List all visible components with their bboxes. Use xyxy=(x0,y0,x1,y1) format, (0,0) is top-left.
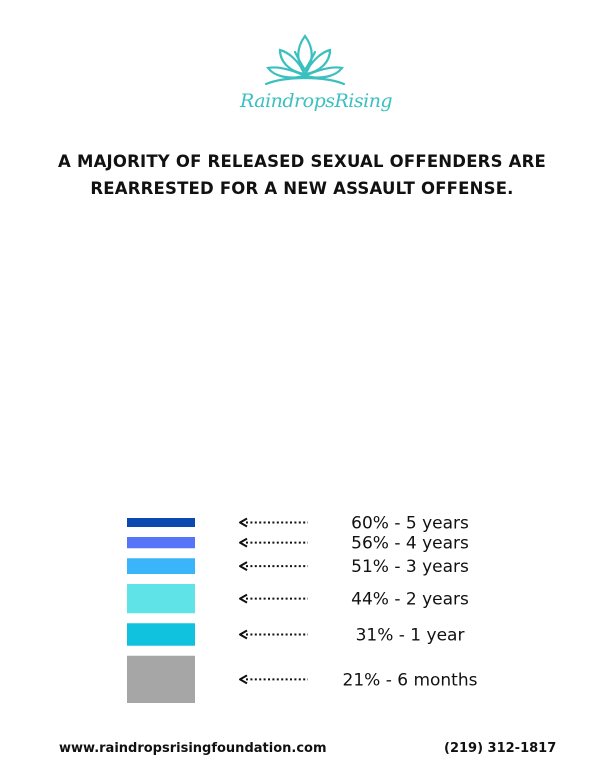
phone-number: (219) 312-1817 xyxy=(444,741,557,756)
headline: A MAJORITY OF RELEASED SEXUAL OFFENDERS … xyxy=(20,148,584,202)
raindrops-rising-logo: RaindropsRising xyxy=(240,30,393,130)
lotus-icon xyxy=(264,34,346,86)
arrow-left-icon xyxy=(239,517,248,528)
arrow-left-icon xyxy=(239,674,248,685)
arrow-left-icon xyxy=(239,561,248,571)
bar-label: 56% - 4 years xyxy=(351,534,469,554)
arrow-left-icon xyxy=(239,537,248,548)
bar-label: 31% - 1 year xyxy=(356,626,465,646)
bar-label: 60% - 5 years xyxy=(351,514,469,534)
website-link[interactable]: www.raindropsrisingfoundation.com xyxy=(59,741,327,756)
bar-4-years xyxy=(127,537,195,549)
bar-label: 51% - 3 years xyxy=(351,557,469,577)
bar-5-years xyxy=(127,518,195,527)
logo-wordmark: RaindropsRising xyxy=(240,90,393,112)
arrow-left-icon xyxy=(239,629,248,640)
bar-6-months xyxy=(127,655,195,703)
headline-line-1: A MAJORITY OF RELEASED SEXUAL OFFENDERS … xyxy=(58,152,546,171)
bar-1-year xyxy=(127,623,195,646)
headline-line-2: REARRESTED FOR A NEW ASSAULT OFFENSE. xyxy=(90,179,514,198)
bar-2-years xyxy=(127,584,195,614)
bar-label: 21% - 6 months xyxy=(343,670,478,690)
bar-label: 44% - 2 years xyxy=(351,590,469,610)
bar-3-years xyxy=(127,558,195,574)
arrow-left-icon xyxy=(239,593,248,604)
